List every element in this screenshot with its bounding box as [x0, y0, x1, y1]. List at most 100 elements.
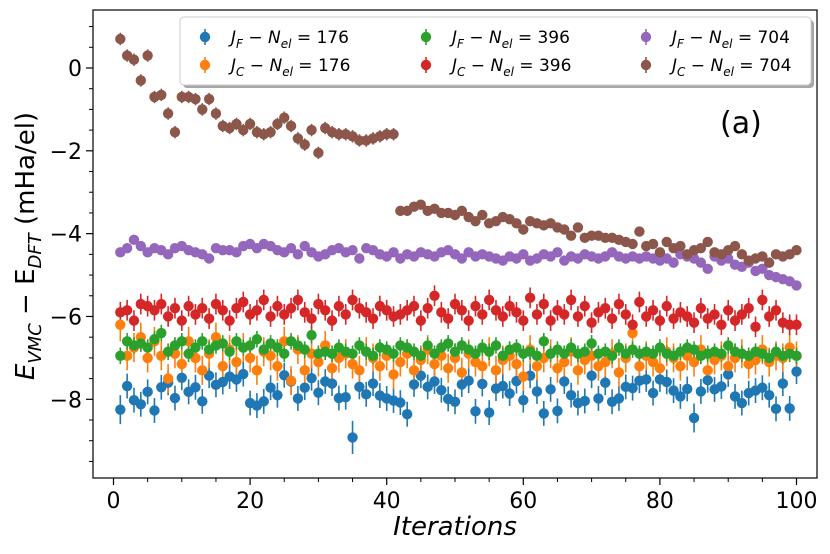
data-point	[559, 224, 570, 235]
data-point	[579, 395, 590, 407]
data-point	[490, 340, 502, 351]
data-point	[183, 348, 194, 359]
data-point	[791, 366, 802, 377]
data-point	[320, 305, 331, 316]
data-point	[791, 280, 802, 291]
data-point	[757, 382, 768, 393]
data-point	[572, 365, 584, 376]
data-point	[162, 249, 174, 260]
data-point	[422, 340, 433, 351]
data-point	[552, 247, 563, 258]
data-point	[463, 315, 474, 326]
data-point	[449, 298, 461, 310]
data-point	[449, 346, 461, 357]
data-point	[545, 315, 556, 326]
data-point	[203, 253, 215, 264]
data-points	[115, 33, 802, 443]
data-point	[770, 403, 782, 415]
data-point	[661, 376, 672, 388]
data-point	[743, 302, 754, 314]
data-point	[723, 360, 734, 372]
data-point	[552, 405, 563, 417]
data-point	[456, 253, 468, 264]
data-point	[449, 396, 461, 407]
data-point	[436, 307, 447, 318]
data-point	[654, 342, 666, 353]
legend-label: JF − Nel = 176	[228, 28, 349, 51]
data-point	[176, 372, 187, 383]
data-point	[634, 360, 645, 372]
data-point	[149, 305, 160, 316]
data-point	[729, 315, 741, 326]
data-point	[128, 234, 140, 246]
data-point	[190, 93, 201, 105]
legend-marker	[420, 31, 432, 43]
data-point	[538, 336, 549, 347]
data-point	[238, 296, 249, 308]
data-point	[285, 242, 297, 254]
data-point	[374, 360, 386, 372]
data-point	[135, 75, 147, 86]
data-point	[729, 240, 741, 252]
data-point	[688, 412, 700, 424]
data-point	[388, 129, 399, 140]
data-point	[606, 313, 618, 324]
data-point	[791, 350, 802, 362]
data-point	[121, 242, 133, 254]
data-point	[504, 300, 515, 312]
y-tick-label: −8	[50, 388, 82, 413]
y-title-minus: − E	[11, 268, 41, 323]
data-point	[716, 348, 727, 359]
data-point	[477, 309, 488, 320]
data-point	[736, 397, 748, 409]
data-point	[265, 382, 276, 393]
data-point	[456, 305, 468, 316]
data-point	[668, 313, 679, 324]
data-point	[518, 394, 529, 406]
data-point	[675, 240, 686, 252]
data-point	[613, 367, 625, 378]
data-point	[695, 302, 707, 314]
data-point	[292, 249, 304, 260]
data-point	[340, 392, 351, 403]
data-point	[627, 238, 638, 250]
data-point	[279, 112, 290, 123]
data-point	[702, 375, 713, 386]
data-point	[545, 384, 556, 395]
data-point	[299, 240, 310, 252]
data-point	[361, 389, 372, 400]
data-point	[285, 302, 297, 314]
data-point	[292, 133, 304, 144]
data-point	[408, 365, 420, 376]
y-tick-label: 0	[68, 57, 82, 82]
data-point	[504, 388, 515, 399]
data-point	[272, 360, 283, 372]
data-point	[477, 360, 488, 372]
legend-label: JF − Nel = 704	[669, 28, 790, 51]
data-point	[238, 124, 249, 136]
data-point	[470, 348, 481, 359]
y-tick-label: −2	[50, 140, 82, 165]
data-point	[688, 344, 700, 355]
data-point	[661, 236, 672, 248]
data-point	[279, 309, 290, 320]
data-point	[162, 311, 174, 322]
data-point	[333, 300, 345, 312]
data-point	[224, 346, 235, 357]
data-point	[429, 358, 440, 370]
data-point	[115, 319, 126, 330]
data-point	[627, 382, 638, 394]
data-point	[299, 139, 310, 150]
legend-label: JC − Nel = 176	[228, 56, 350, 79]
data-point	[272, 389, 283, 401]
data-point	[647, 356, 659, 368]
data-point	[272, 118, 283, 130]
data-point	[121, 380, 133, 392]
data-point	[231, 247, 242, 258]
data-point	[736, 309, 748, 320]
data-point	[723, 369, 734, 380]
x-axis: 0 20 40 60 80 100	[106, 478, 818, 514]
data-point	[197, 302, 208, 314]
data-point	[668, 257, 679, 268]
